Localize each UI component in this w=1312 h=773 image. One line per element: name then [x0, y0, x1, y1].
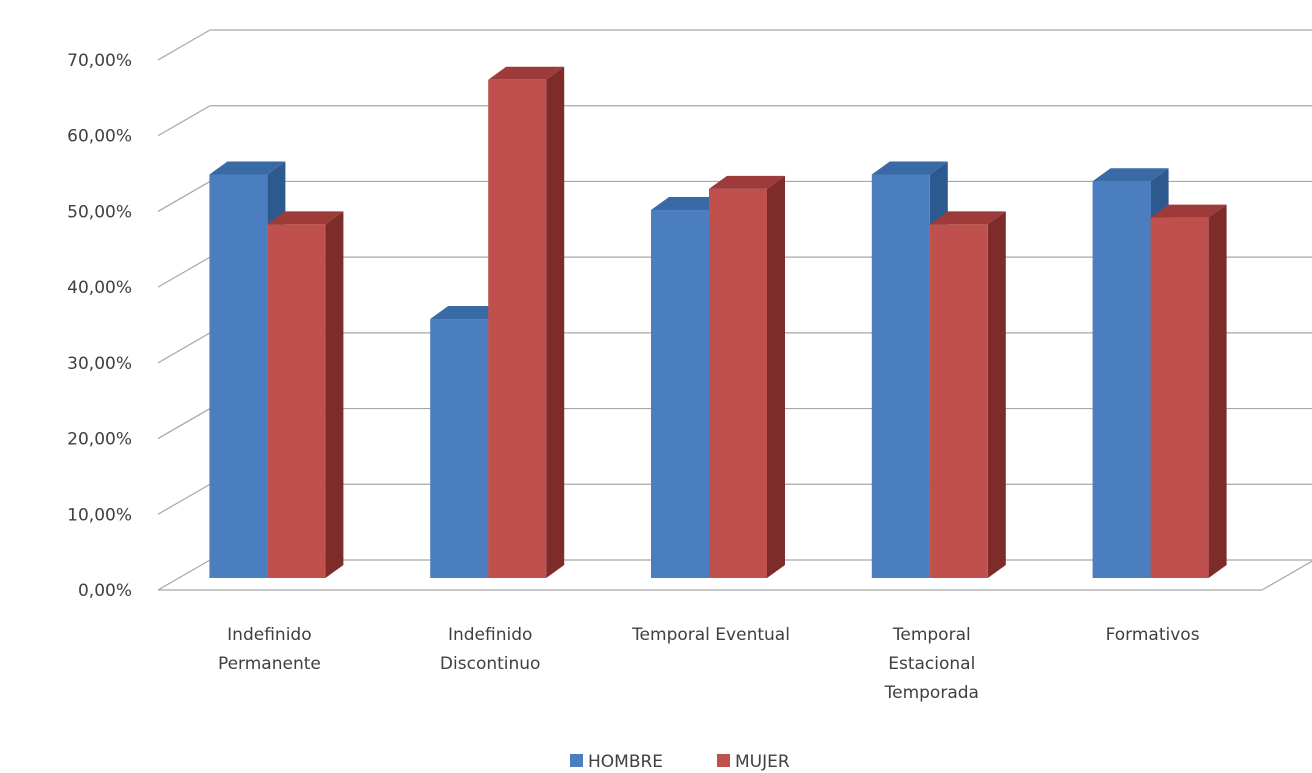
- category-label-line: Temporal Eventual: [631, 625, 790, 645]
- y-tick-label: 40,00%: [67, 278, 132, 298]
- category-label-line: Discontinuo: [440, 654, 541, 674]
- bar-top-face: [209, 161, 286, 175]
- bar-top-face: [267, 211, 344, 225]
- bar-front-face: [430, 319, 489, 578]
- bar-front-face: [209, 174, 268, 578]
- gridline-diagonal: [157, 105, 211, 137]
- bar-front-face: [651, 210, 709, 578]
- category-label-line: Indefinido: [448, 625, 532, 645]
- gridline-diagonal: [157, 483, 211, 515]
- bar-side-face: [325, 211, 344, 578]
- gridline-diagonal: [157, 180, 211, 212]
- bar-top-face: [871, 161, 948, 175]
- bar-mujer: [929, 211, 1006, 578]
- category-label-line: Indefinido: [227, 625, 311, 645]
- gridline-diagonal: [157, 559, 211, 591]
- x-axis-categories: Indefinido Permanente Indefinido Discontinu…: [218, 625, 1200, 703]
- bar-side-face: [767, 175, 785, 579]
- category-label-line: Estacional: [888, 654, 975, 674]
- bar-top-face: [929, 211, 1006, 225]
- bar-front-face: [929, 224, 988, 578]
- bar-mujer: [488, 66, 565, 579]
- bar-side-face: [1208, 204, 1227, 578]
- bar-mujer: [709, 175, 785, 579]
- category-label: Temporal Eventual: [631, 625, 790, 645]
- bar-mujer: [1150, 204, 1227, 578]
- bar-front-face: [1150, 217, 1209, 578]
- legend-label-mujer: MUJER: [735, 752, 790, 772]
- y-tick-label: 60,00%: [67, 127, 132, 147]
- bar-front-face: [871, 174, 930, 578]
- floor-right-edge: [1261, 560, 1312, 591]
- category-label: Formativos: [1106, 625, 1200, 645]
- gridline-diagonal: [157, 332, 211, 364]
- category-label-line: Permanente: [218, 654, 321, 674]
- y-tick-label: 30,00%: [67, 354, 132, 374]
- category-label: Temporal Estacional Temporada: [884, 625, 979, 703]
- bars: [209, 66, 1227, 579]
- bar-top-face: [488, 66, 565, 80]
- bar-front-face: [267, 224, 326, 578]
- category-label-line: Temporada: [884, 683, 979, 703]
- bar-mujer: [267, 211, 344, 578]
- bar-top-face: [709, 175, 785, 189]
- y-tick-label: 0,00%: [78, 581, 132, 601]
- y-tick-label: 50,00%: [67, 202, 132, 222]
- category-label-line: Formativos: [1106, 625, 1200, 645]
- bar-top-face: [651, 197, 727, 211]
- category-label-line: Temporal: [892, 625, 971, 645]
- bar-front-face: [709, 188, 767, 579]
- legend: HOMBRE MUJER: [570, 752, 790, 772]
- bar-top-face: [1150, 204, 1227, 218]
- bar-front-face: [488, 79, 547, 579]
- gridline-diagonal: [157, 29, 211, 61]
- y-axis-ticks: 0,00% 10,00% 20,00% 30,00% 40,00% 50,00% 60,00…: [67, 51, 132, 601]
- bar-top-face: [430, 306, 507, 320]
- gridline-diagonal: [157, 256, 211, 288]
- bar-side-face: [987, 211, 1006, 578]
- y-tick-label: 10,00%: [67, 505, 132, 525]
- category-label: Indefinido Discontinuo: [440, 625, 541, 674]
- legend-swatch-hombre: [570, 754, 583, 767]
- y-tick-label: 20,00%: [67, 430, 132, 450]
- bar-side-face: [546, 66, 565, 579]
- gridline-diagonal: [157, 408, 211, 440]
- bar-front-face: [1092, 181, 1151, 578]
- category-label: Indefinido Permanente: [218, 625, 321, 674]
- legend-label-hombre: HOMBRE: [588, 752, 663, 772]
- bar-top-face: [1092, 168, 1169, 182]
- legend-swatch-mujer: [717, 754, 730, 767]
- y-tick-label: 70,00%: [67, 51, 132, 71]
